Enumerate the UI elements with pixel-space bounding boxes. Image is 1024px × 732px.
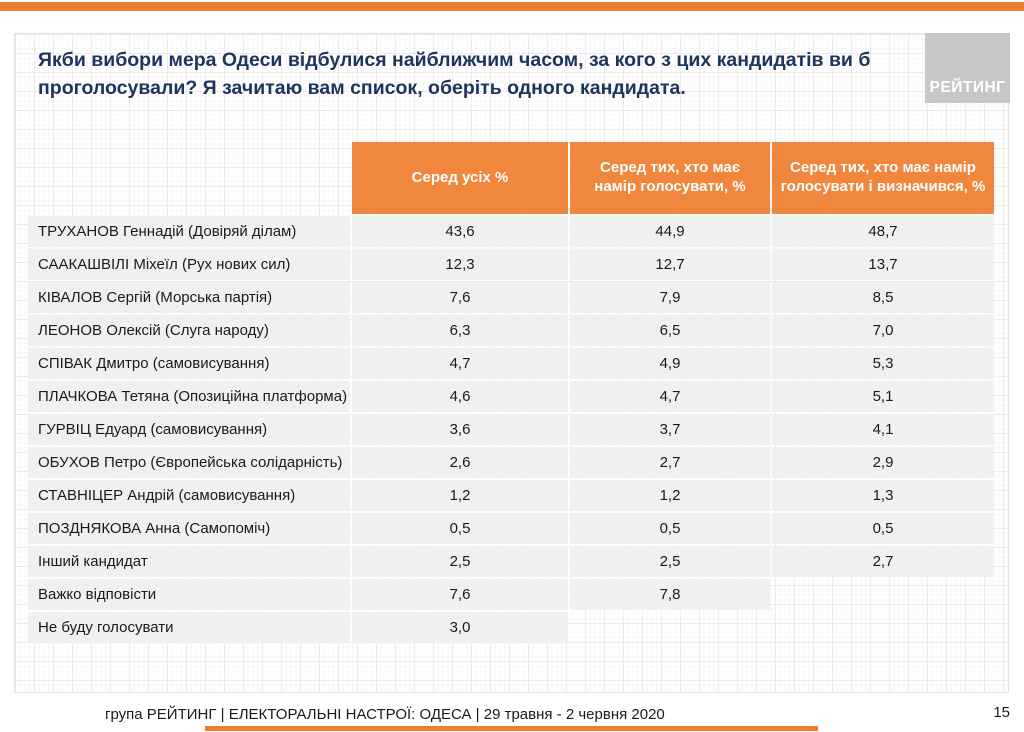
value-cell: 0,5 xyxy=(352,513,568,544)
value-cell: 48,7 xyxy=(772,216,994,247)
value-cell: 2,7 xyxy=(772,546,994,577)
value-cell: 43,6 xyxy=(352,216,568,247)
value-cell: 3,6 xyxy=(352,414,568,445)
candidate-label: ПОЗДНЯКОВА Анна (Самопоміч) xyxy=(28,513,350,544)
value-cell: 4,9 xyxy=(570,348,770,379)
poll-results-table: Серед усіх % Серед тих, хто має намір гол… xyxy=(28,142,994,643)
candidate-label: Важко відповісти xyxy=(28,579,350,610)
candidate-label: ГУРВІЦ Едуард (самовисування) xyxy=(28,414,350,445)
value-cell: 6,5 xyxy=(570,315,770,346)
value-cell: 1,2 xyxy=(352,480,568,511)
rating-group-logo: РЕЙТИНГ xyxy=(925,33,1010,103)
slide-title: Якби вибори мера Одеси відбулися найближ… xyxy=(38,49,871,99)
value-cell-empty xyxy=(570,612,770,643)
value-cell: 3,7 xyxy=(570,414,770,445)
value-cell-empty xyxy=(772,612,994,643)
value-cell: 7,8 xyxy=(570,579,770,610)
candidate-label: ОБУХОВ Петро (Європейська солідарність) xyxy=(28,447,350,478)
value-cell: 7,6 xyxy=(352,579,568,610)
value-cell: 7,6 xyxy=(352,282,568,313)
candidate-label: ПЛАЧКОВА Тетяна (Опозиційна платформа) xyxy=(28,381,350,412)
value-cell: 5,3 xyxy=(772,348,994,379)
candidate-label: ТРУХАНОВ Геннадій (Довіряй ділам) xyxy=(28,216,350,247)
value-cell: 2,5 xyxy=(570,546,770,577)
value-cell: 7,0 xyxy=(772,315,994,346)
value-cell: 2,9 xyxy=(772,447,994,478)
value-cell: 4,6 xyxy=(352,381,568,412)
value-cell: 44,9 xyxy=(570,216,770,247)
value-cell: 0,5 xyxy=(570,513,770,544)
value-cell: 8,5 xyxy=(772,282,994,313)
value-cell: 4,7 xyxy=(352,348,568,379)
top-accent-bar xyxy=(0,2,1024,11)
rating-logo-text: РЕЙТИНГ xyxy=(929,79,1006,96)
candidate-label: СТАВНІЦЕР Андрій (самовисування) xyxy=(28,480,350,511)
value-cell: 1,3 xyxy=(772,480,994,511)
candidate-label: Не буду голосувати xyxy=(28,612,350,643)
value-cell: 2,7 xyxy=(570,447,770,478)
bottom-accent-bar xyxy=(205,726,818,731)
candidate-label: ЛЕОНОВ Олексій (Слуга народу) xyxy=(28,315,350,346)
value-cell: 0,5 xyxy=(772,513,994,544)
column-header-1: Серед усіх % xyxy=(352,142,568,214)
value-cell: 7,9 xyxy=(570,282,770,313)
page-number: 15 xyxy=(993,704,1010,721)
value-cell: 2,5 xyxy=(352,546,568,577)
value-cell: 1,2 xyxy=(570,480,770,511)
column-header-2: Серед тих, хто має намір голосувати, % xyxy=(570,142,770,214)
value-cell: 6,3 xyxy=(352,315,568,346)
value-cell: 4,1 xyxy=(772,414,994,445)
value-cell: 12,7 xyxy=(570,249,770,280)
value-cell: 3,0 xyxy=(352,612,568,643)
value-cell: 5,1 xyxy=(772,381,994,412)
candidate-label: КІВАЛОВ Сергій (Морська партія) xyxy=(28,282,350,313)
value-cell: 2,6 xyxy=(352,447,568,478)
value-cell: 4,7 xyxy=(570,381,770,412)
table-header-spacer xyxy=(28,142,350,214)
candidate-label: Інший кандидат xyxy=(28,546,350,577)
value-cell: 13,7 xyxy=(772,249,994,280)
candidate-label: СПІВАК Дмитро (самовисування) xyxy=(28,348,350,379)
candidate-label: СААКАШВІЛІ Міхеїл (Рух нових сил) xyxy=(28,249,350,280)
column-header-3: Серед тих, хто має намір голосувати і ви… xyxy=(772,142,994,214)
value-cell-empty xyxy=(772,579,994,610)
value-cell: 12,3 xyxy=(352,249,568,280)
footer-source-text: група РЕЙТИНГ | ЕЛЕКТОРАЛЬНІ НАСТРОЇ: ОД… xyxy=(105,706,665,723)
